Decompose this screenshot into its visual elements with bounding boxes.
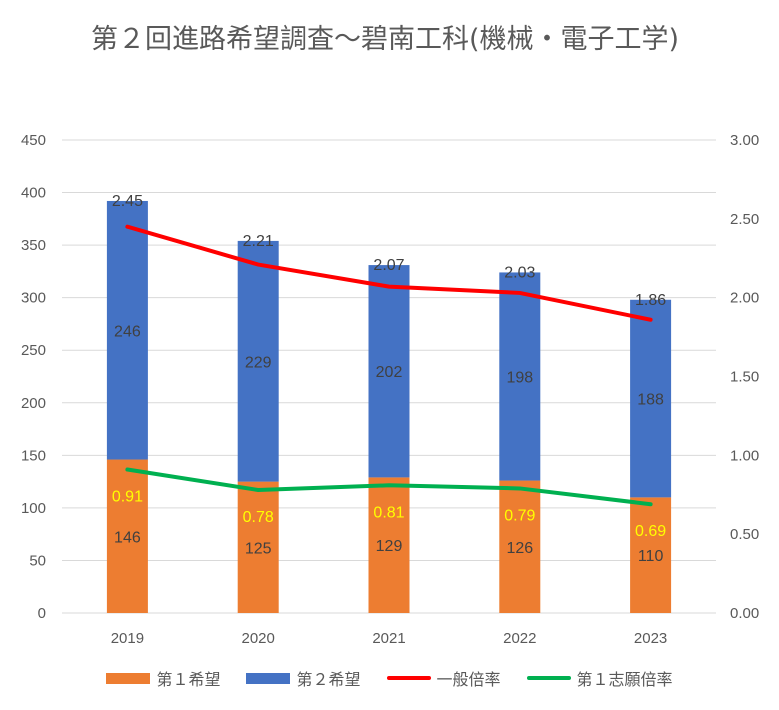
line-label-first-choice-ratio: 0.81 <box>373 504 404 521</box>
bar-label-second-choice: 198 <box>506 370 533 387</box>
y-left-tick-label: 0 <box>38 605 46 622</box>
legend-swatch <box>106 672 151 684</box>
legend-label: 第２希望 <box>296 670 361 689</box>
line-general-ratio <box>125 224 653 322</box>
y-left-tick-label: 50 <box>29 552 46 569</box>
x-tick-label: 2023 <box>634 630 667 647</box>
bar-first-choice <box>630 497 672 613</box>
y-left-tick-label: 100 <box>21 500 46 517</box>
legend-item-first-choice-ratio: 第１志願倍率 <box>526 666 673 690</box>
y-right-tick-label: 0.00 <box>730 605 759 622</box>
line-label-general-ratio: 1.86 <box>635 292 666 309</box>
line-label-first-choice-ratio: 0.91 <box>112 489 143 506</box>
bar-second-choice <box>368 265 410 478</box>
y-right-tick-label: 3.00 <box>730 132 759 149</box>
bar-second-choice <box>237 240 279 482</box>
bar-label-first-choice: 125 <box>245 540 272 557</box>
bar-label-second-choice: 202 <box>376 364 403 381</box>
bar-label-second-choice: 229 <box>245 354 272 371</box>
y-left-tick-label: 350 <box>21 237 46 254</box>
y-left-tick-label: 200 <box>21 395 46 412</box>
y-left-tick-label: 250 <box>21 342 46 359</box>
bar-first-choice <box>237 481 279 613</box>
bar-label-first-choice: 129 <box>376 538 403 555</box>
legend-item-first-choice: 第１希望 <box>106 666 220 690</box>
y-right-tick-label: 2.50 <box>730 211 759 228</box>
line-label-general-ratio: 2.03 <box>504 264 535 281</box>
y-left-tick-label: 300 <box>21 290 46 307</box>
x-tick-label: 2019 <box>111 630 144 647</box>
legend: 第１希望 第２希望 一般倍率 第１志願倍率 <box>0 664 779 692</box>
line-label-general-ratio: 2.07 <box>373 257 404 274</box>
bar-label-second-choice: 188 <box>637 392 664 409</box>
y-left-tick-label: 400 <box>21 185 46 202</box>
y-right-tick-label: 1.50 <box>730 369 759 386</box>
bar-first-choice <box>106 459 148 613</box>
legend-label: 第１希望 <box>156 670 221 689</box>
bar-second-choice <box>106 200 148 460</box>
y-left-tick-label: 450 <box>21 132 46 149</box>
bar-second-choice <box>499 272 541 481</box>
y-left-tick-label: 150 <box>21 447 46 464</box>
legend-swatch <box>526 676 571 680</box>
line-label-first-choice-ratio: 0.78 <box>243 509 274 526</box>
y-right-tick-label: 1.00 <box>730 447 759 464</box>
legend-swatch <box>386 676 431 680</box>
y-right-tick-label: 0.50 <box>730 526 759 543</box>
x-tick-label: 2020 <box>242 630 275 647</box>
legend-label: 第１志願倍率 <box>576 670 673 689</box>
chart-plot: 0 50 100 150 200 250 300 350 400 450 0.00 0.50 1.00 1… <box>21 132 759 647</box>
bar-first-choice <box>499 480 541 613</box>
legend-label: 一般倍率 <box>436 670 501 689</box>
bar-label-first-choice: 126 <box>506 540 533 557</box>
line-first-choice-ratio <box>125 467 653 507</box>
chart-title: 第２回進路希望調査〜碧南工科(機械・電子工学) <box>90 24 680 55</box>
y-right-tick-label: 2.00 <box>730 290 759 307</box>
x-tick-label: 2022 <box>503 630 536 647</box>
legend-swatch <box>246 672 291 684</box>
bar-second-choice <box>630 299 672 498</box>
legend-item-general-ratio: 一般倍率 <box>386 666 501 690</box>
line-label-general-ratio: 2.45 <box>112 193 143 210</box>
line-label-first-choice-ratio: 0.69 <box>635 523 666 540</box>
x-tick-label: 2021 <box>372 630 405 647</box>
legend-item-second-choice: 第２希望 <box>246 666 361 690</box>
bar-label-second-choice: 246 <box>114 323 141 340</box>
bar-label-first-choice: 110 <box>638 548 664 565</box>
line-label-first-choice-ratio: 0.79 <box>504 507 535 524</box>
line-label-general-ratio: 2.21 <box>243 233 274 250</box>
bar-label-first-choice: 146 <box>114 529 141 546</box>
bar-first-choice <box>368 477 410 613</box>
